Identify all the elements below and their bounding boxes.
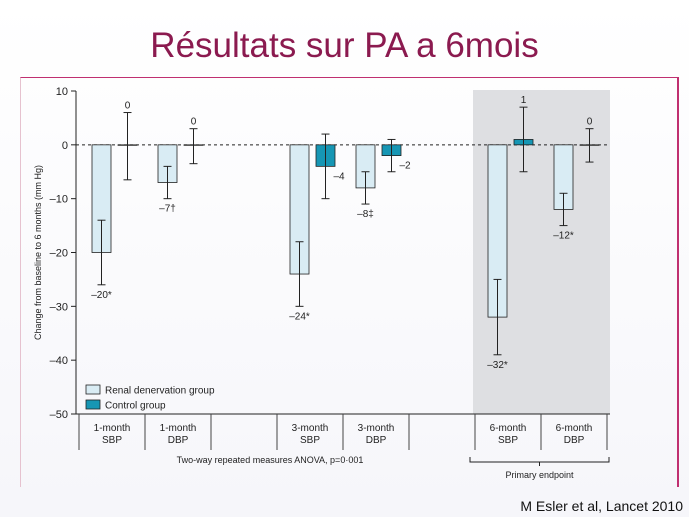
figure-frame [20,77,679,487]
y-tick-label: –10 [50,194,68,206]
x-category-label: DBP [168,435,189,446]
x-category-label: 1-month [160,423,197,434]
data-label: –8‡ [357,209,374,220]
data-label: 0 [587,117,593,128]
data-label: –7† [159,204,176,215]
y-axis-label: Change from baseline to 6 months (mm Hg) [33,165,43,340]
x-category-label: 1-month [94,423,131,434]
y-tick-label: –30 [50,301,68,313]
data-label: –2 [399,161,411,172]
data-label: –24* [289,311,310,322]
x-category-label: SBP [102,435,122,446]
primary-endpoint-bracket [469,457,610,466]
y-tick-label: 10 [56,86,68,98]
x-category-label: 3-month [358,423,395,434]
anova-note: Two-way repeated measures ANOVA, p=0·001 [177,455,364,465]
legend-label: Control group [105,401,166,412]
x-category-label: SBP [300,435,320,446]
data-label: –20* [91,290,112,301]
x-category-label: 6-month [490,423,527,434]
data-label: –12* [553,231,574,242]
data-label: 0 [191,117,197,128]
x-category-label: SBP [498,435,518,446]
primary-endpoint-label: Primary endpoint [505,470,574,480]
data-label: 0 [125,101,131,112]
data-label: –4 [333,171,345,182]
y-tick-label: –50 [50,409,68,421]
data-label: –32* [487,360,508,371]
x-category-label: DBP [564,435,585,446]
x-category-label: DBP [366,435,387,446]
legend-swatch [85,384,101,395]
legend-swatch [85,399,101,410]
x-category-label: 6-month [556,423,593,434]
y-tick-label: 0 [62,140,68,152]
y-tick-label: –40 [50,355,68,367]
legend-label: Renal denervation group [105,386,215,397]
citation: M Esler et al, Lancet 2010 [520,498,683,514]
x-category-label: 3-month [292,423,329,434]
slide-title: Résultats sur PA a 6mois [150,26,539,65]
data-label: 1 [521,95,527,106]
y-tick-label: –20 [50,248,68,260]
